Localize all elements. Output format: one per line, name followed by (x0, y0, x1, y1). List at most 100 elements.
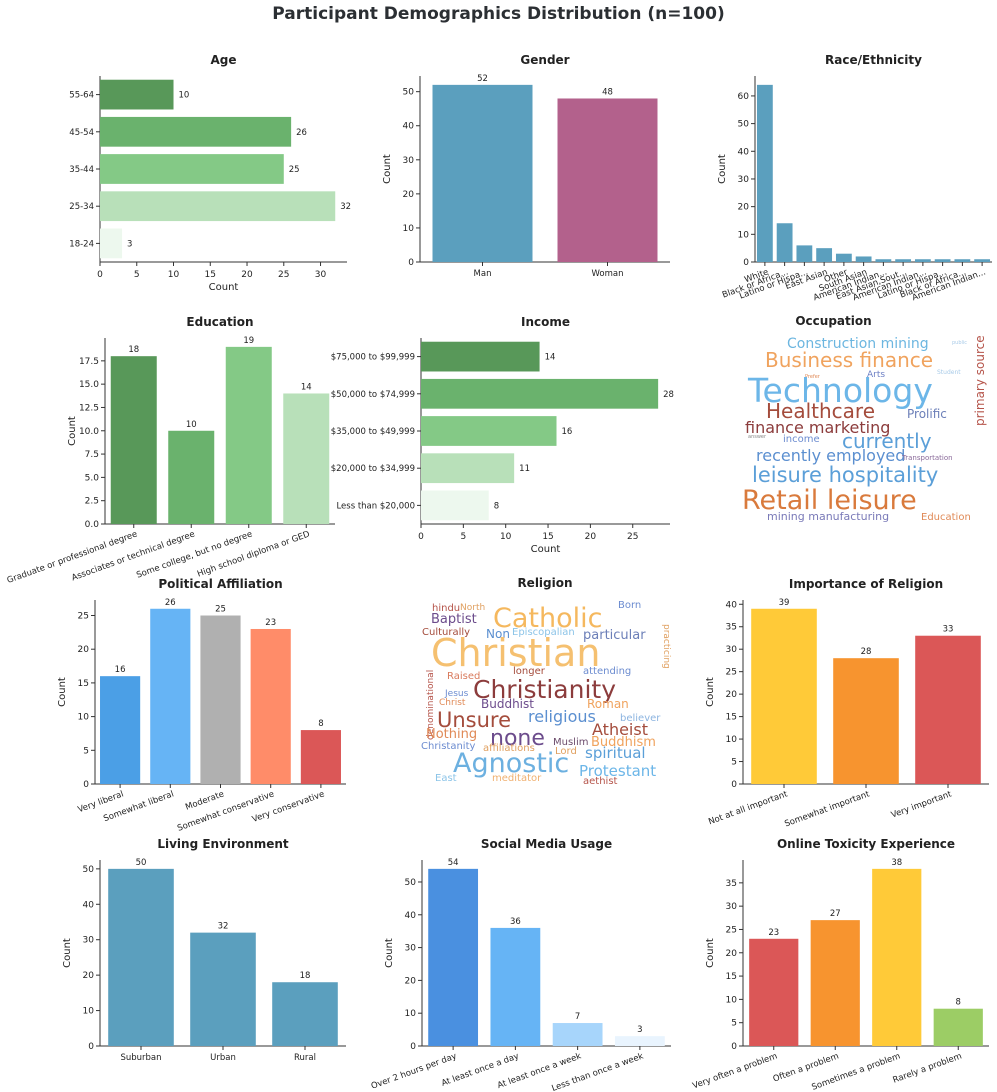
bar (168, 430, 215, 524)
wordcloud-occupation-svg: Construction mining public Business fina… (742, 335, 987, 523)
chart-title: Online Toxicity Experience (777, 837, 955, 851)
y-tick-label: 2.5 (85, 497, 99, 507)
rel-word: none (490, 726, 545, 751)
bar (915, 635, 981, 784)
y-axis-label: Count (705, 938, 716, 968)
y-tick-label: 50 (83, 865, 95, 875)
bar (100, 154, 284, 184)
wordcloud-religion-title: Religion (517, 576, 573, 590)
rel-word: Nothing (426, 727, 477, 742)
y-tick-label: 7.5 (85, 450, 99, 460)
x-tick-label: 15 (205, 270, 216, 280)
bar (283, 393, 330, 524)
chart-importance: Importance of Religion 0 5 10 15 20 25 30 35 40 Co… (670, 576, 997, 838)
bar (614, 1036, 665, 1046)
y-tick-label: 30 (83, 936, 95, 946)
x-tick-label: Not at all important (707, 789, 789, 827)
wordcloud-religion-svg: hindu North Born Baptist Catholic Cultur… (421, 600, 671, 787)
y-axis-label: Count (717, 154, 728, 184)
y-tick-label: 40 (726, 600, 738, 610)
rel-word: Christanity (421, 741, 476, 752)
bar (100, 676, 141, 784)
y-tick-label: 25 (726, 668, 737, 678)
bar-value-label: 16 (562, 427, 573, 437)
rel-word: Culturally (422, 627, 470, 638)
rel-word: Buddhism (591, 735, 656, 750)
bar-value-label: 10 (179, 91, 190, 101)
chart-svg: Income 0 5 10 15 20 25 Count Less than $20,000 8 $… (331, 315, 674, 555)
x-tick-label: 5 (134, 270, 140, 280)
bar (108, 868, 174, 1046)
y-tick-label: 40 (738, 147, 750, 157)
chart-svg: Race/Ethnicity0102030405060CountWhiteBla… (717, 53, 992, 303)
bar (895, 259, 912, 262)
rel-word: Catholic (493, 603, 602, 634)
bar-value-label: 14 (301, 382, 312, 392)
x-tick-label: 15 (542, 532, 553, 542)
chart-income: Income 0 5 10 15 20 25 Count Less than $20,000 8 $… (331, 314, 675, 576)
bar (875, 259, 892, 262)
bar (428, 868, 479, 1046)
y-tick-label: 20 (83, 971, 95, 981)
x-tick-label: Somewhat important (783, 789, 871, 829)
y-tick-label: 17.5 (79, 357, 99, 367)
bar (552, 1023, 603, 1046)
y-tick-label: 25-34 (69, 202, 94, 212)
rel-word: meditator (492, 773, 542, 784)
wordcloud-religion: Religion hindu North Born Baptist Cathol… (335, 576, 675, 838)
bar (749, 938, 799, 1046)
bar-value-label: 28 (663, 390, 674, 400)
y-axis-label: Count (67, 416, 78, 446)
bar (421, 378, 659, 409)
bar (810, 920, 860, 1046)
occ-word: mining manufacturing (767, 510, 889, 523)
bar-value-label: 50 (136, 858, 147, 868)
y-tick-label: 20 (738, 203, 750, 213)
rel-word: Roman (587, 697, 629, 711)
rel-word: Protestant (579, 762, 656, 780)
bar-value-label: 25 (289, 165, 300, 175)
bar-value-label: 38 (891, 858, 902, 868)
y-tick-label: 5 (83, 746, 89, 756)
y-tick-label: 20 (726, 949, 738, 959)
occ-word: currently (842, 429, 932, 453)
x-tick-label: Very often a problem (691, 1051, 778, 1091)
bar-value-label: 54 (448, 858, 459, 868)
y-tick-label: 50 (403, 88, 415, 98)
y-tick-label: 0 (83, 780, 89, 790)
bar-value-label: 39 (779, 598, 790, 608)
y-tick-label: 18-24 (69, 239, 94, 249)
y-tick-label: 5 (731, 758, 737, 768)
bar-value-label: 32 (340, 202, 351, 212)
bar (833, 658, 899, 784)
chart-title: Living Environment (157, 837, 289, 851)
y-tick-label: 25 (78, 612, 89, 622)
x-tick-label: High school diploma or GED (196, 529, 312, 579)
x-tick-label: 20 (585, 532, 597, 542)
y-tick-label: 10 (78, 713, 90, 723)
y-tick-label: $20,000 to $34,999 (331, 464, 415, 474)
bar-value-label: 10 (186, 420, 197, 430)
rel-word: religious (528, 707, 596, 726)
bar-value-label: 26 (296, 128, 307, 138)
chart-title: Importance of Religion (789, 577, 943, 591)
y-tick-label: 30 (726, 902, 738, 912)
x-tick-label: Rural (294, 1053, 316, 1063)
bar-value-label: 19 (243, 336, 254, 346)
bar (954, 259, 971, 262)
bar (557, 98, 658, 262)
occ-word: Prolific (907, 407, 947, 421)
bar-value-label: 23 (265, 618, 276, 628)
chart-title: Race/Ethnicity (825, 53, 922, 67)
bar (872, 868, 922, 1046)
wordcloud-occupation-title: Occupation (795, 314, 872, 328)
y-axis-label: Count (384, 938, 395, 968)
bar-value-label: 8 (956, 998, 961, 1008)
y-tick-label: 15 (726, 972, 737, 982)
rel-word: Raised (447, 671, 480, 682)
bar-value-label: 8 (318, 719, 323, 729)
rel-word: attending (583, 666, 631, 677)
bar-value-label: 32 (218, 922, 229, 932)
x-tick-label: Urban (210, 1053, 236, 1063)
chart-age: Age 0 5 10 15 20 25 30 Count 18-24 3 25-34 32 35-44 25… (0, 52, 351, 312)
